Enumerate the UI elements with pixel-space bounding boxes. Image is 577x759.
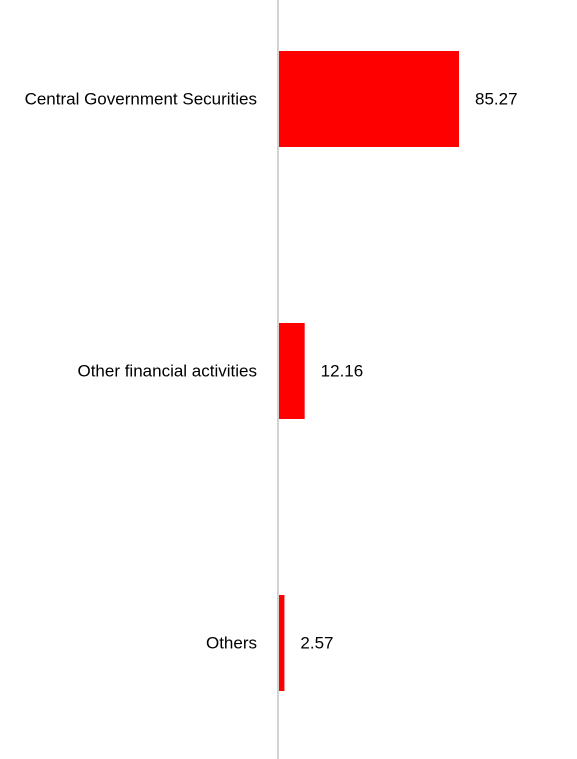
bars-group [279,51,459,691]
bar-1 [279,323,305,419]
category-label-0: Central Government Securities [25,90,257,109]
category-labels-group: Central Government Securities Other finan… [25,90,257,653]
category-label-1: Other financial activities [77,362,257,381]
value-label-2: 2.57 [300,634,333,653]
value-label-1: 12.16 [321,362,364,381]
category-label-2: Others [206,634,257,653]
bar-0 [279,51,459,147]
bar-2 [279,595,285,691]
value-label-0: 85.27 [475,90,518,109]
value-labels-group: 85.27 12.16 2.57 [300,90,517,653]
